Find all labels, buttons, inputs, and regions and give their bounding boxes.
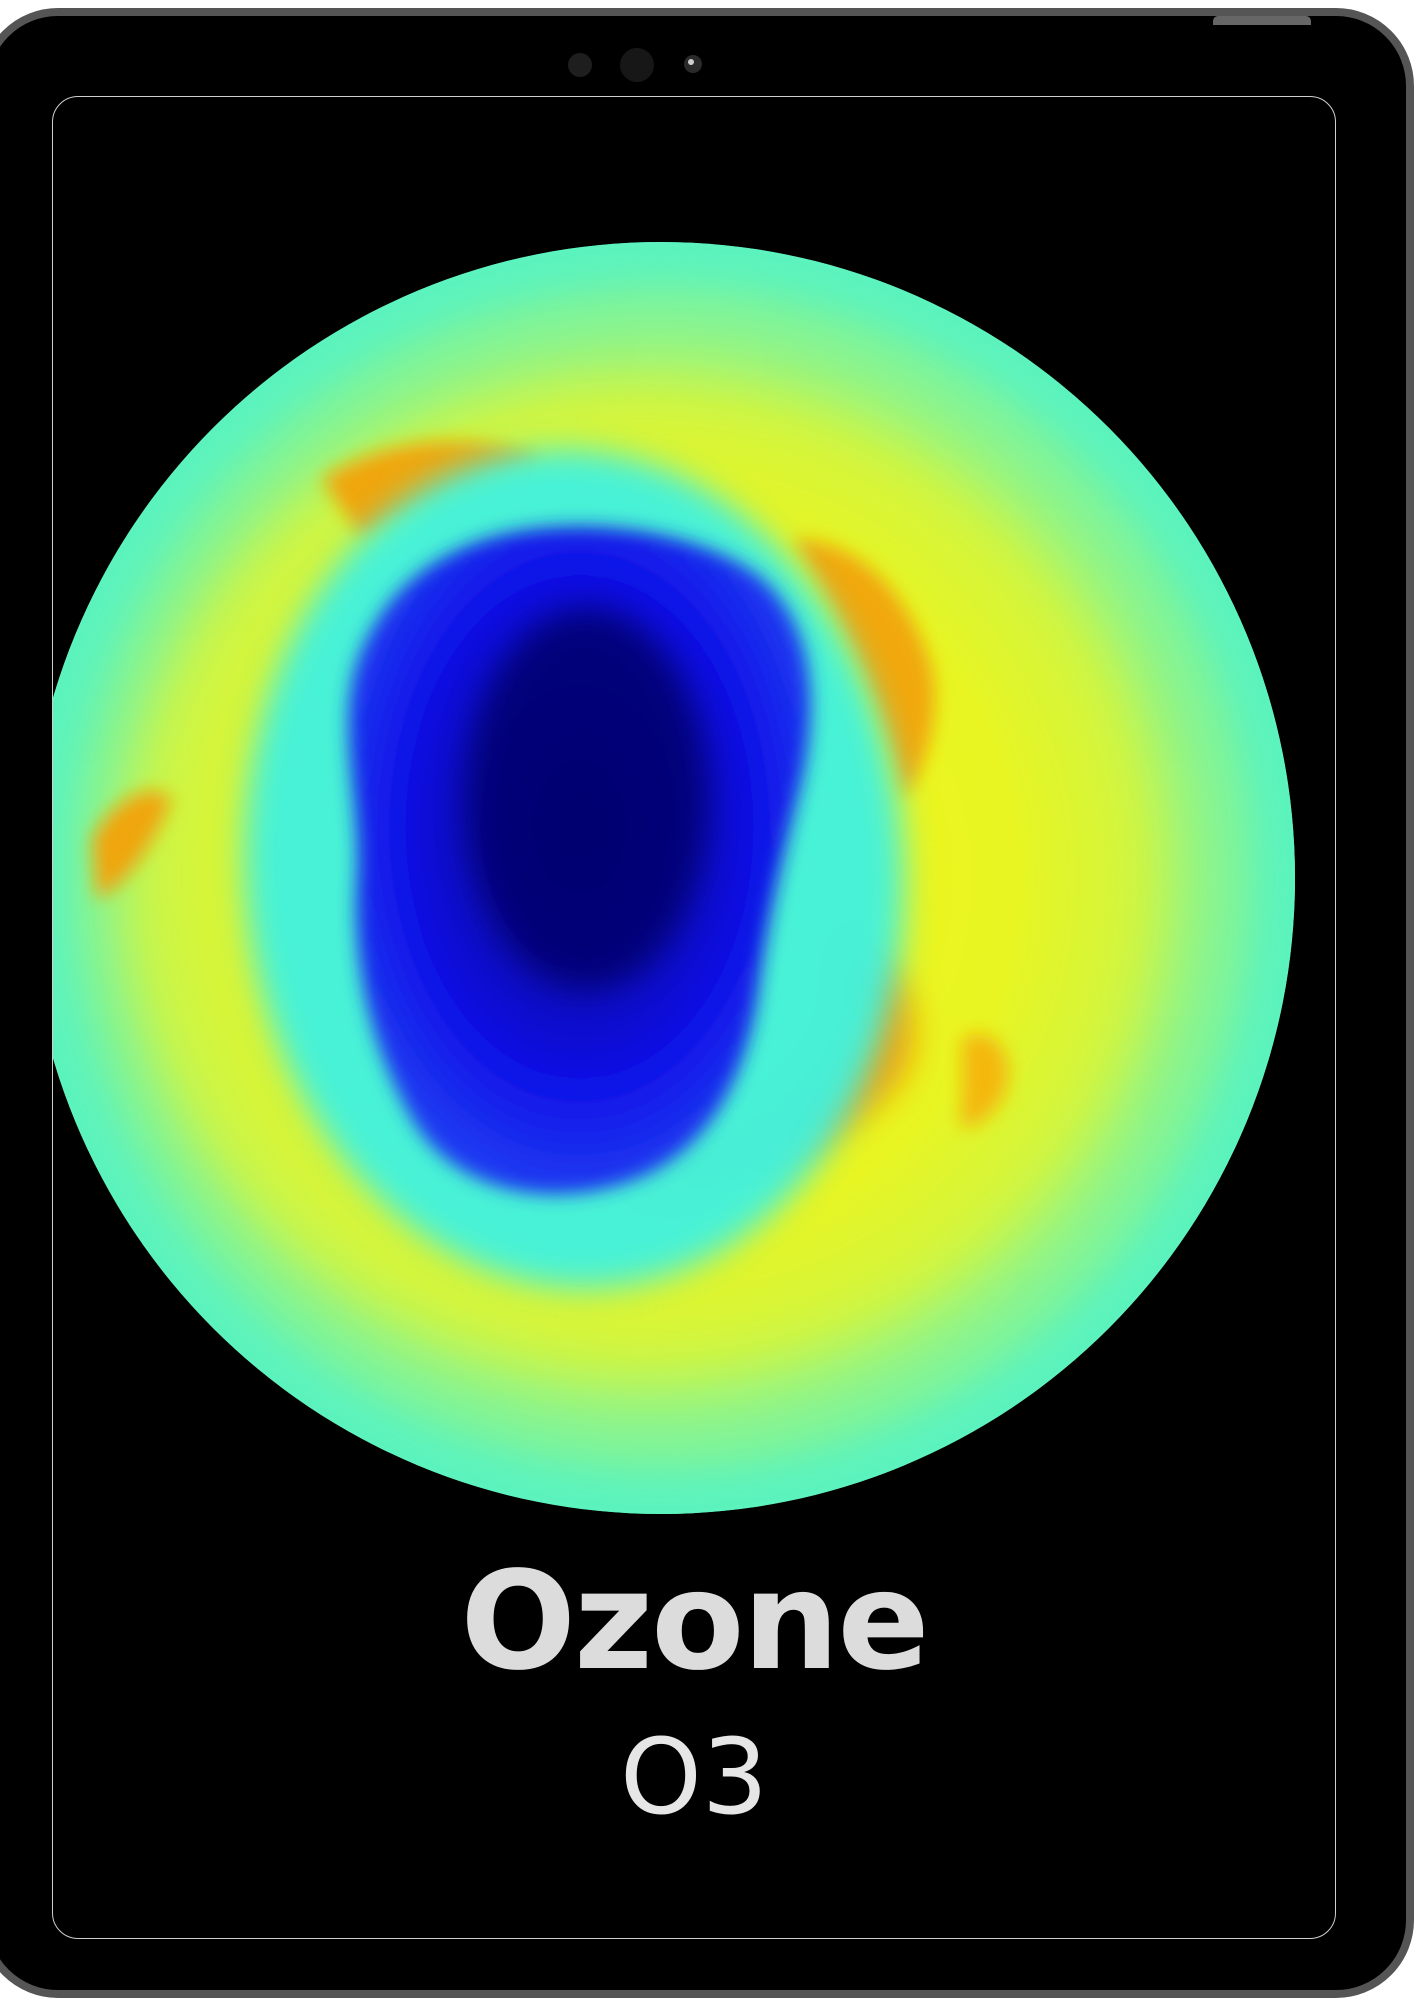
front-camera-icon bbox=[620, 48, 654, 82]
sensor-dot-icon bbox=[568, 53, 592, 77]
molecule-name: Ozone bbox=[460, 1543, 929, 1701]
tablet-device: Ozone O3 bbox=[0, 8, 1414, 1998]
flash-icon bbox=[684, 55, 702, 73]
chemical-formula: O3 bbox=[619, 1716, 769, 1838]
screen: Ozone O3 bbox=[52, 96, 1336, 1939]
power-button bbox=[1213, 16, 1311, 25]
ozone-map bbox=[53, 239, 1320, 1517]
ozone-map-graphic bbox=[53, 242, 1295, 1514]
